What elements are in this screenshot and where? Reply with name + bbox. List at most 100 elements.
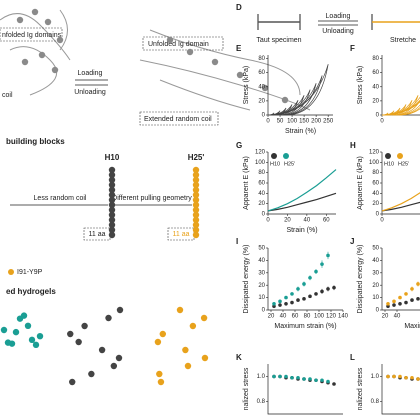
bead [184,362,192,370]
point [290,300,294,305]
label: Taut specimen [256,37,301,44]
point [308,294,312,299]
label: Unfolded Ig domain [148,41,209,48]
point [416,282,420,286]
x-tick-label: 120 [326,314,337,320]
point [410,298,414,302]
label-box [0,27,63,42]
legend-label: H25' [398,161,409,167]
point [296,287,300,291]
hysteresis-loop [267,64,329,116]
point [290,375,294,380]
label: I91-Y9P [17,269,43,276]
bead [24,322,32,330]
bead [192,191,200,199]
bead [154,338,162,346]
panel-label: I [236,237,238,246]
y-tick-label: 20 [372,201,379,207]
y-tick-label: 40 [258,84,265,90]
bead [192,176,200,184]
x-tick-label: 40 [304,218,311,224]
x-tick-label: 80 [304,314,311,320]
label: 11 aa [89,231,106,238]
point [314,269,318,274]
legend-dot [283,153,289,159]
bead [192,211,200,219]
panel-label: G [236,141,242,150]
point [278,374,282,379]
y-tick-label: 10 [372,295,379,301]
bead [201,354,209,362]
bead [38,51,46,59]
point [398,374,402,379]
bead [44,18,52,26]
panel-label: E [236,44,242,53]
point [302,282,306,286]
label: coil [2,92,13,99]
y-tick-label: 100 [255,160,266,166]
point [296,375,300,380]
y-tick-label: 40 [372,191,379,197]
bead [88,370,95,378]
label: Unloading [74,89,106,96]
point [410,287,414,291]
bead [108,231,116,239]
bead [192,166,200,174]
bead [182,346,189,354]
bead [16,16,24,24]
label: Unloading [322,28,354,35]
bead [56,36,64,44]
point [392,303,396,307]
y-tick-label: 80 [372,56,379,62]
point [398,295,402,300]
axis [381,248,420,311]
point [272,304,276,309]
bead [192,206,200,214]
panel-label: D [236,3,242,12]
point [308,377,312,381]
x-axis-label: Strain (%) [285,128,316,135]
bead [192,221,200,229]
point [284,374,288,379]
bead [192,226,200,234]
y-tick-label: 1.0 [257,374,266,380]
y-axis-label: nalized stress [357,367,364,410]
axis [267,364,343,415]
y-tick-label: 0 [262,113,266,119]
bead [115,354,123,362]
legend-dot [271,153,277,159]
x-tick-label: 250 [323,119,334,125]
point [404,300,408,305]
x-tick-label: 150 [299,119,310,125]
x-axis-label: Maximum [404,323,420,330]
point [284,295,288,300]
point [386,304,390,309]
bead [69,378,76,386]
x-tick-label: 20 [284,218,291,224]
label-box [139,111,219,126]
point [272,302,276,306]
y-tick-label: 30 [372,270,379,276]
schematic: nfolded Ig domains Loading Unloading coi… [0,8,311,386]
label: Stretche [390,37,416,44]
bead [8,340,16,347]
bead [200,314,208,322]
label-box [142,36,224,51]
bead [108,191,116,199]
y-tick-label: 120 [255,150,266,156]
x-tick-label: 20 [268,314,275,320]
bead [51,66,59,74]
bead [236,71,244,79]
panel-label: L [350,353,355,362]
point [386,374,390,379]
bead [0,326,8,334]
y-tick-label: 1.0 [371,374,380,380]
point [332,382,336,386]
point [326,287,330,291]
y-tick-label: 50 [258,246,265,252]
legend-label: H10 [384,161,394,167]
y-tick-label: 60 [258,70,265,76]
y-tick-label: 100 [369,160,380,166]
axis [381,364,420,415]
y-axis-label: Dissipated energy (%) [243,245,250,314]
